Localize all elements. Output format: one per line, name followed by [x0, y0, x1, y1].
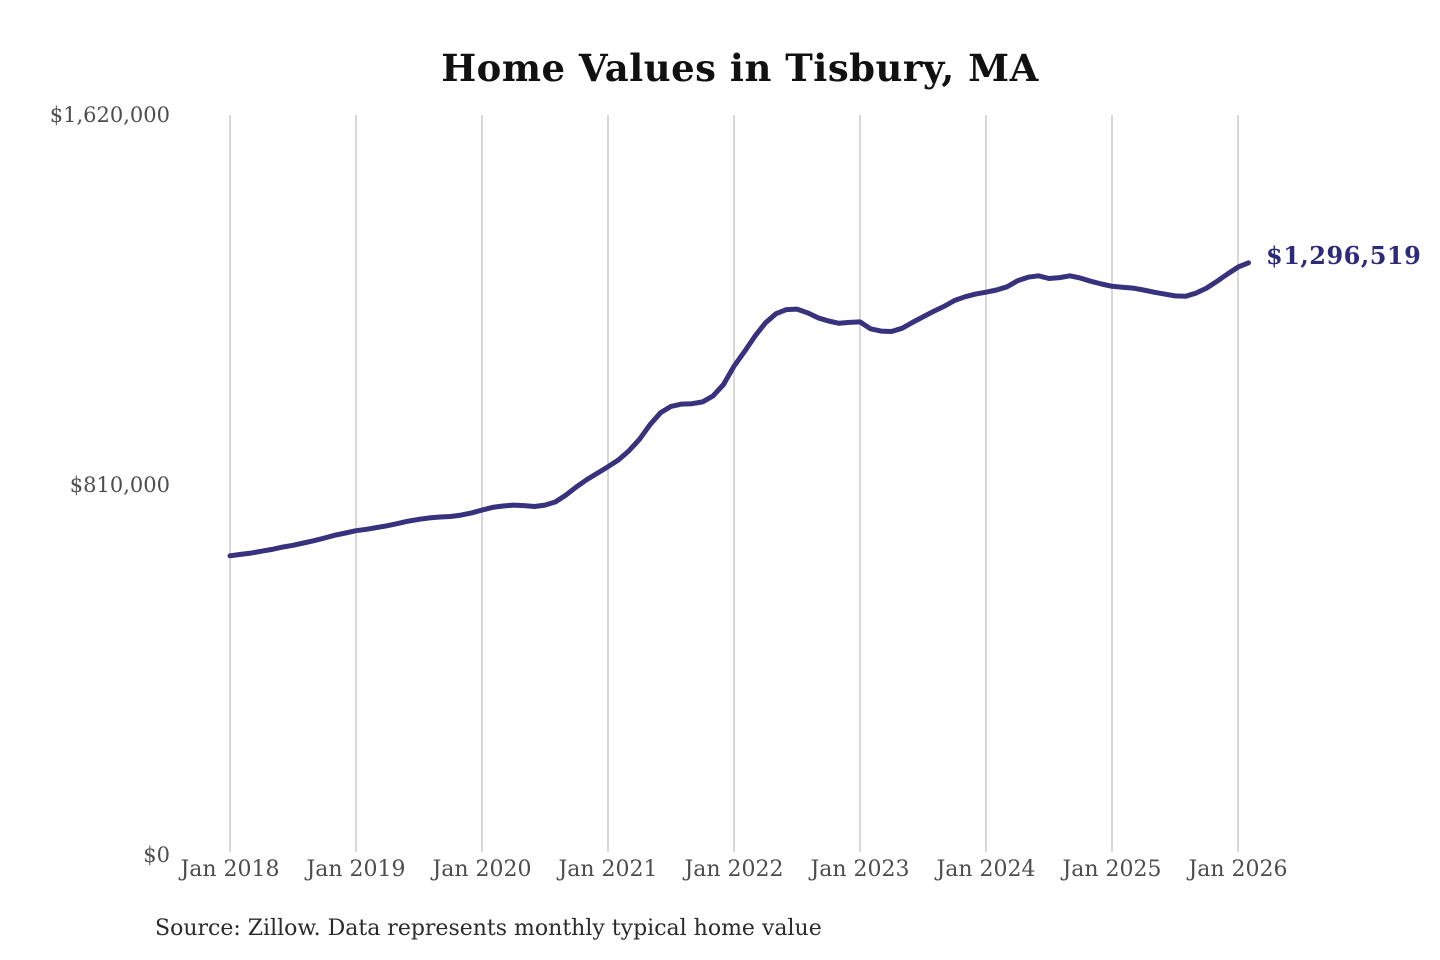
x-axis-tick-label: Jan 2018 [180, 857, 280, 882]
x-axis-tick-label: Jan 2024 [936, 857, 1036, 882]
vertical-gridlines [229, 115, 1239, 852]
x-axis-tick-label: Jan 2020 [432, 857, 532, 882]
x-axis-tick-label: Jan 2019 [306, 857, 406, 882]
latest-value-annotation: $1,296,519 [1266, 241, 1422, 270]
x-axis-tick-label: Jan 2023 [810, 857, 910, 882]
source-note: Source: Zillow. Data represents monthly … [155, 916, 822, 941]
x-axis-tick-label: Jan 2026 [1188, 857, 1288, 882]
y-axis-tick-label: $1,620,000 [49, 103, 170, 127]
x-axis-tick-label: Jan 2025 [1062, 857, 1162, 882]
y-axis-tick-label: $810,000 [69, 473, 170, 497]
chart-title: Home Values in Tisbury, MA [441, 46, 1039, 90]
y-axis-tick-label: $0 [143, 843, 170, 867]
x-axis-tick-label: Jan 2022 [684, 857, 784, 882]
home-value-line-series [227, 260, 1251, 559]
x-axis-tick-label: Jan 2021 [558, 857, 658, 882]
